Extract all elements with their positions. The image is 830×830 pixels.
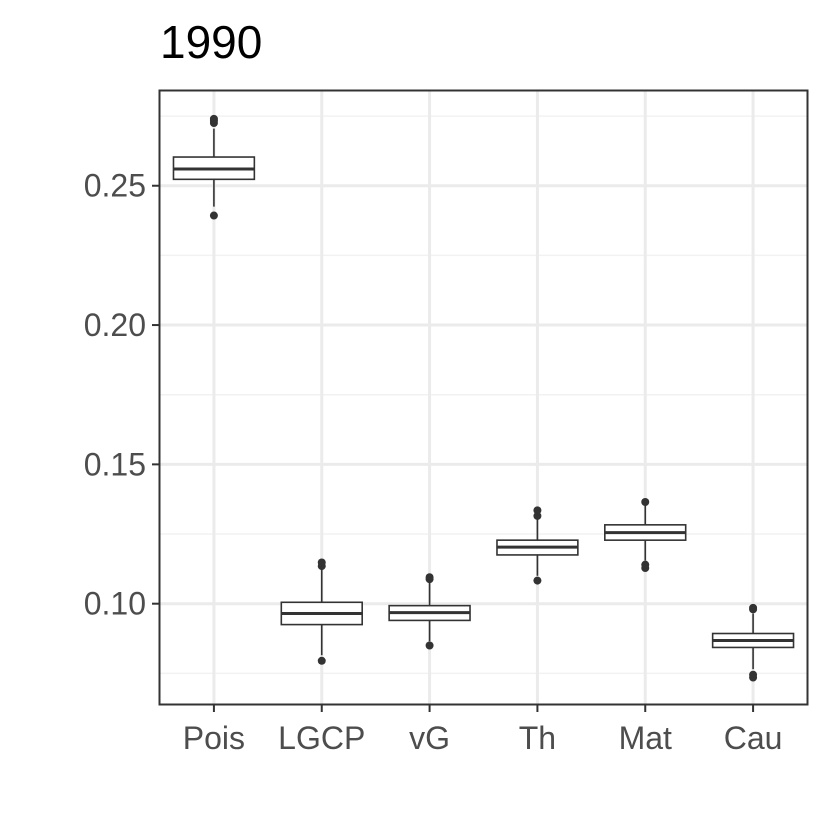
box-lgcp: [280, 558, 363, 665]
outlier-point: [749, 670, 758, 679]
x-tick-label: LGCP: [278, 720, 365, 756]
plot-panel-border: [158, 89, 809, 706]
outlier-point: [209, 211, 218, 220]
boxplot-series: [172, 114, 795, 682]
major-gridlines: [160, 91, 807, 704]
box-cau: [711, 603, 795, 682]
y-tick-label: 0.20: [84, 307, 146, 343]
x-tick-label: vG: [409, 720, 450, 756]
box-pois: [172, 114, 256, 220]
outlier-point: [425, 573, 434, 582]
outlier-point: [317, 558, 326, 567]
x-tick-label: Mat: [619, 720, 672, 756]
outlier-point: [209, 114, 218, 123]
x-tick-label: Th: [519, 720, 556, 756]
y-tick-label: 0.25: [84, 168, 146, 204]
outlier-point: [533, 511, 542, 520]
y-tick-label: 0.10: [84, 586, 146, 622]
outlier-point: [533, 506, 542, 515]
chart-title: 1990: [160, 16, 262, 68]
box-th: [496, 506, 579, 585]
outlier-point: [641, 497, 650, 506]
box-mat: [604, 497, 687, 573]
outlier-point: [317, 656, 326, 665]
x-tick-label: Cau: [724, 720, 783, 756]
outlier-point: [533, 576, 542, 585]
outlier-point: [641, 560, 650, 569]
x-axis: Pois LGCP vG Th Mat Cau: [183, 704, 783, 756]
box-vg: [388, 573, 471, 650]
x-tick-label: Pois: [183, 720, 245, 756]
outlier-point: [749, 603, 758, 612]
y-tick-label: 0.15: [84, 446, 146, 482]
outlier-point: [425, 641, 434, 650]
y-axis: 0.10 0.15 0.20 0.25: [84, 168, 160, 622]
minor-gridlines: [160, 115, 807, 675]
